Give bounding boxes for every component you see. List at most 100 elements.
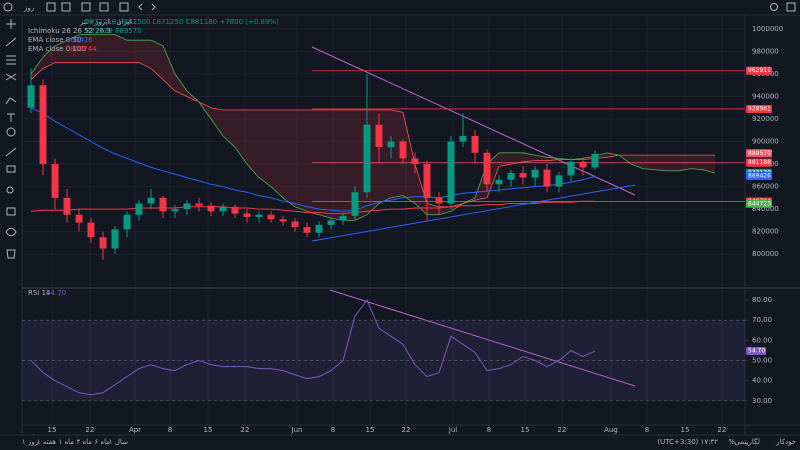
price-tag xyxy=(746,199,772,208)
x-tick-label: 15 xyxy=(48,426,57,434)
range-button[interactable]: سال ۱ xyxy=(109,438,128,446)
y-tick-label: 820000 xyxy=(752,228,779,236)
bottom-control[interactable]: (UTC+3:30) ۱۷:۳۲ xyxy=(657,438,718,446)
rsi-tag-label: 54.70 xyxy=(748,348,765,355)
y-tick-label: 920000 xyxy=(752,115,779,123)
candle-body xyxy=(531,169,539,178)
zoom-tool[interactable] xyxy=(6,186,14,194)
menu-button[interactable] xyxy=(3,2,13,12)
candle-body xyxy=(291,221,299,228)
candle-body xyxy=(351,192,359,216)
layout-button[interactable] xyxy=(786,2,796,12)
indicators-button[interactable] xyxy=(81,2,91,12)
emoji-tool[interactable] xyxy=(6,127,16,137)
y-tick-label: 840000 xyxy=(752,205,779,213)
candle-body xyxy=(279,219,287,222)
bottom-control[interactable]: لگاریتمی xyxy=(735,437,760,446)
undo-redo[interactable] xyxy=(138,3,156,11)
x-tick-label: 22 xyxy=(241,426,250,434)
range-button[interactable]: ماه ۱ xyxy=(58,438,74,446)
price-tag xyxy=(746,171,772,180)
candle-body xyxy=(579,161,587,168)
legend-ema50: EMA close 0 50 xyxy=(28,36,81,44)
projection-tool[interactable] xyxy=(5,97,17,105)
bar-type-button[interactable] xyxy=(61,2,71,12)
candle-body xyxy=(423,164,431,198)
x-tick-label: 15 xyxy=(366,426,375,434)
range-button[interactable]: روز ۱ xyxy=(22,438,38,446)
bottom-control[interactable]: خودکار xyxy=(775,438,796,446)
y-tick-label: 1000000 xyxy=(752,25,783,33)
ema100-line xyxy=(30,200,595,215)
rsi-tick-label: 50.00 xyxy=(752,357,772,365)
x-tick-label: 15 xyxy=(521,426,530,434)
interval-button[interactable]: روز xyxy=(23,4,34,12)
toolbar-icons xyxy=(46,2,796,12)
candle-body xyxy=(399,141,407,159)
fib-tool[interactable] xyxy=(6,55,16,65)
candle-body xyxy=(447,141,455,204)
rsi-tick-label: 70.00 xyxy=(752,316,772,324)
text-tool[interactable] xyxy=(7,113,15,122)
price-tag xyxy=(746,149,772,158)
candle-body xyxy=(555,175,563,187)
candle-body xyxy=(27,85,35,108)
measure-tool[interactable] xyxy=(6,165,16,173)
chart-type-button[interactable] xyxy=(46,2,56,12)
x-tick-label: 8 xyxy=(645,426,649,434)
legend-symbol: ایران - ایروز - تتر xyxy=(79,18,131,26)
candle-body xyxy=(591,153,599,168)
crosshair-tool[interactable] xyxy=(6,19,16,29)
candle-body xyxy=(567,161,575,176)
candle-body xyxy=(99,237,107,249)
candle-body xyxy=(267,214,275,220)
ichimoku-span-a xyxy=(30,34,716,221)
candle-body xyxy=(339,215,347,221)
price-tag-label: 928961 xyxy=(748,105,771,112)
rsi-tag xyxy=(746,347,766,356)
pattern-tool[interactable] xyxy=(5,73,17,81)
candle-body xyxy=(315,224,323,233)
candle-body xyxy=(63,197,71,215)
rsi-trendline[interactable] xyxy=(329,289,636,387)
drawn-trendline[interactable] xyxy=(311,184,636,242)
x-tick-label: 22 xyxy=(86,426,95,434)
price-tag-label: 844723 xyxy=(748,200,771,207)
price-tag xyxy=(746,104,772,113)
y-tick-label: 800000 xyxy=(752,250,779,258)
range-button[interactable]: ماه ۶ xyxy=(94,438,110,446)
candle-body xyxy=(123,214,131,230)
rsi-legend-value: 54.70 xyxy=(46,289,66,297)
x-tick-label: 8 xyxy=(487,426,491,434)
candle-body xyxy=(111,229,119,249)
ichimoku-cloud xyxy=(31,34,715,221)
candle-body xyxy=(219,206,227,212)
brush-tool[interactable] xyxy=(5,147,17,157)
lock-tool[interactable] xyxy=(6,207,16,216)
candle-body xyxy=(459,135,467,142)
x-tick-label: Apr xyxy=(129,426,141,434)
candle-body xyxy=(183,203,191,210)
price-tag-label: 889570 xyxy=(748,150,771,157)
search-button[interactable] xyxy=(770,3,778,11)
trendline-tool[interactable] xyxy=(5,37,17,47)
candle-body xyxy=(195,203,203,206)
x-tick-label: 22 xyxy=(558,426,567,434)
drawn-trendline[interactable] xyxy=(311,46,636,196)
hide-tool[interactable] xyxy=(5,227,17,237)
templates-button[interactable] xyxy=(99,2,109,12)
candle-body xyxy=(411,158,419,165)
range-button[interactable]: هفته ۱ xyxy=(37,438,56,446)
x-tick-label: Jul xyxy=(448,426,458,434)
range-button[interactable]: ماه ۳ xyxy=(76,438,92,446)
delete-tool[interactable] xyxy=(6,249,16,259)
x-tick-label: 8 xyxy=(331,426,335,434)
bottom-control[interactable]: % xyxy=(728,438,735,446)
rsi-tick-label: 60.00 xyxy=(752,336,772,344)
candle-body xyxy=(147,197,155,204)
candle-body xyxy=(303,227,311,233)
candle-body xyxy=(375,124,383,148)
alert-button[interactable] xyxy=(119,2,129,12)
rsi-legend: RSI 14 xyxy=(28,289,51,297)
candle-body xyxy=(39,85,47,165)
